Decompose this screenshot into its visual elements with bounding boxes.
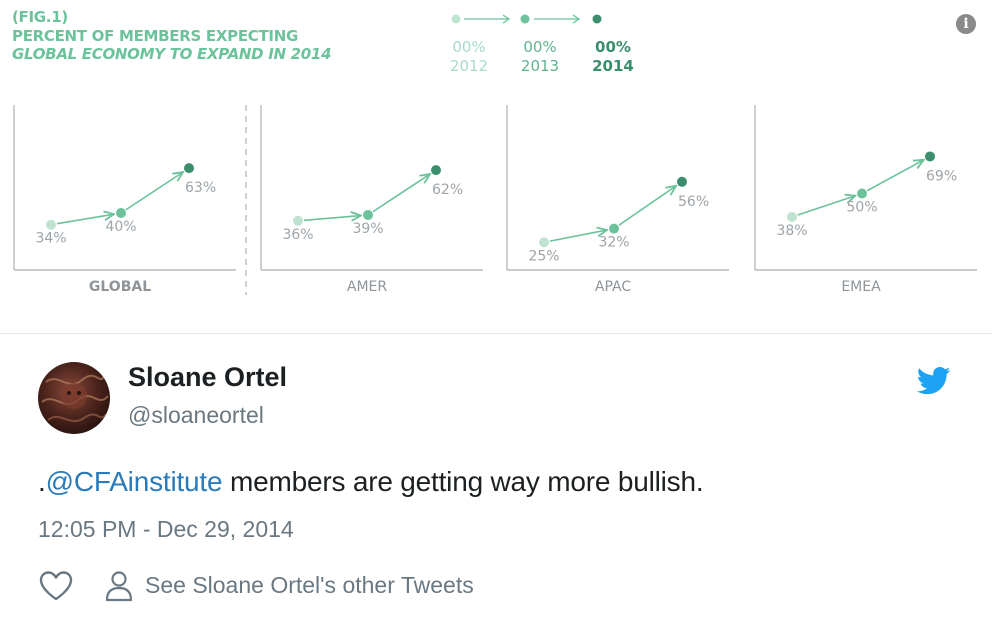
data-label-emea-2014: 69%: [926, 168, 957, 184]
figure-title-italic: GLOBAL ECONOMY: [12, 45, 165, 63]
data-label-emea-2013: 50%: [846, 200, 877, 216]
data-point-amer-2013: [363, 209, 373, 220]
data-label-apac-2014: 56%: [678, 194, 709, 210]
data-point-emea-2014: [925, 151, 935, 162]
trend-arrow-global-1: [125, 172, 183, 211]
category-label-emea: EMEA: [841, 279, 881, 295]
author-handle[interactable]: @sloaneortel: [128, 402, 264, 428]
tweet-text: .@CFAinstitute members are getting way m…: [38, 466, 704, 498]
other-tweets-link[interactable]: See Sloane Ortel's other Tweets: [145, 572, 474, 598]
tweet-text-prefix: .: [38, 466, 46, 497]
legend-arrows: [451, 14, 602, 24]
avatar-texture: [41, 374, 109, 423]
data-point-apac-2013: [609, 223, 619, 234]
figure-title-rest: TO EXPAND IN 2014: [164, 45, 332, 63]
tweet-timestamp[interactable]: 12:05 PM - Dec 29, 2014: [38, 516, 294, 542]
regional-charts: 34% 40% 63% GLOBAL 36% 39% 62% AMER 25% 32% 56% APA…: [13, 105, 977, 295]
legend-pct: 00%: [452, 38, 486, 56]
figure-label: (FIG.1): [12, 8, 68, 26]
legend-dot-2014: [592, 14, 602, 24]
data-label-amer-2013: 39%: [352, 221, 383, 237]
legend-item-2012: 00% 2012: [441, 38, 497, 76]
data-label-global-2013: 40%: [105, 219, 136, 235]
data-point-emea-2013: [857, 188, 867, 199]
figure-title: (FIG.1) PERCENT OF MEMBERS EXPECTING GLO…: [12, 8, 332, 64]
trend-arrow-apac-0: [549, 230, 607, 242]
data-point-amer-2014: [431, 165, 441, 176]
mention-link[interactable]: @CFAinstitute: [45, 466, 223, 497]
person-icon[interactable]: [104, 570, 134, 602]
data-label-global-2012: 34%: [35, 231, 66, 247]
legend-item-2014: 00% 2014: [585, 38, 641, 76]
legend-item-2013: 00% 2013: [512, 38, 568, 76]
data-point-emea-2012: [787, 211, 797, 222]
figure-title-line1: PERCENT OF MEMBERS EXPECTING: [12, 26, 298, 45]
twitter-bird-icon[interactable]: [917, 366, 951, 396]
author-name[interactable]: Sloane Ortel: [128, 362, 288, 392]
data-label-global-2014: 63%: [185, 180, 216, 196]
info-icon[interactable]: i: [956, 14, 976, 34]
category-label-apac: APAC: [595, 279, 631, 295]
legend-pct: 00%: [523, 38, 557, 56]
legend-year: 2012: [449, 57, 489, 75]
data-label-amer-2012: 36%: [282, 227, 313, 243]
data-point-global-2012: [46, 219, 56, 230]
trend-arrow-amer-0: [303, 216, 361, 221]
data-label-amer-2014: 62%: [432, 182, 463, 198]
data-point-global-2014: [184, 163, 194, 174]
data-point-global-2013: [116, 208, 126, 218]
legend-arrowhead-2013: [572, 14, 581, 24]
trend-arrow-global-0: [56, 214, 114, 225]
legend-dot-2013: [520, 14, 530, 24]
legend-arrowhead-2012: [502, 14, 511, 24]
data-label-emea-2012: 38%: [776, 223, 807, 239]
figure-title-line2: GLOBAL ECONOMY TO EXPAND IN 2014: [12, 45, 332, 64]
data-point-apac-2014: [677, 176, 687, 187]
category-label-amer: AMER: [347, 279, 388, 295]
figure-divider: [0, 333, 992, 334]
legend-year: 2013: [520, 57, 560, 75]
legend-year: 2014: [592, 57, 634, 75]
data-label-apac-2013: 32%: [598, 235, 629, 251]
trend-arrow-amer-1: [372, 174, 430, 213]
data-point-amer-2012: [293, 215, 303, 226]
category-label-global: GLOBAL: [89, 279, 151, 295]
data-label-apac-2012: 25%: [528, 248, 559, 264]
embedded-figure: (FIG.1) PERCENT OF MEMBERS EXPECTING GLO…: [12, 8, 977, 295]
legend-dot-2012: [451, 14, 461, 24]
trend-arrow-apac-1: [618, 186, 676, 226]
tweet-text-body: members are getting way more bullish.: [222, 466, 704, 497]
trend-arrow-emea-0: [797, 196, 856, 216]
trend-arrow-emea-1: [866, 160, 924, 192]
legend-pct: 00%: [595, 38, 631, 56]
data-point-apac-2012: [539, 237, 549, 248]
avatar[interactable]: [38, 362, 110, 434]
heart-icon[interactable]: [38, 570, 74, 602]
